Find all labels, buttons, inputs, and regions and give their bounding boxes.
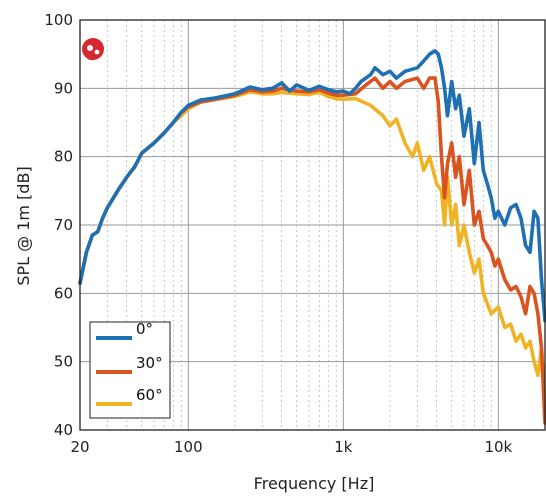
plot-frame — [79, 19, 546, 431]
x-axis-label: Frequency [Hz] — [254, 474, 375, 493]
y-tick-label: 50 — [54, 353, 73, 371]
series-line-0 — [78, 49, 546, 323]
y-tick-labels: 40 50 60 70 80 90 100 — [44, 11, 73, 439]
x-tick-label: 10k — [484, 438, 512, 456]
y-axis-label: SPL @ 1m [dB] — [14, 166, 33, 285]
x-tick-label: 1k — [334, 438, 353, 456]
y-tick-label: 40 — [54, 421, 73, 439]
legend-label-60deg: 60° — [136, 386, 163, 404]
series-layer — [78, 49, 546, 425]
legend-label-30deg: 30° — [136, 354, 163, 372]
x-tick-label: 20 — [70, 438, 89, 456]
y-tick-label: 100 — [44, 11, 73, 29]
legend-label-0deg: 0° — [136, 320, 153, 338]
y-tick-label: 90 — [54, 79, 73, 97]
x-tick-label: 100 — [174, 438, 203, 456]
x-tick-labels: 20 100 1k 10k — [70, 438, 512, 456]
legend: 0° 30° 60° — [89, 320, 171, 419]
y-tick-label: 60 — [54, 284, 73, 302]
y-tick-label: 80 — [54, 148, 73, 166]
brand-logo-icon — [82, 38, 104, 61]
y-tick-label: 70 — [54, 216, 73, 234]
